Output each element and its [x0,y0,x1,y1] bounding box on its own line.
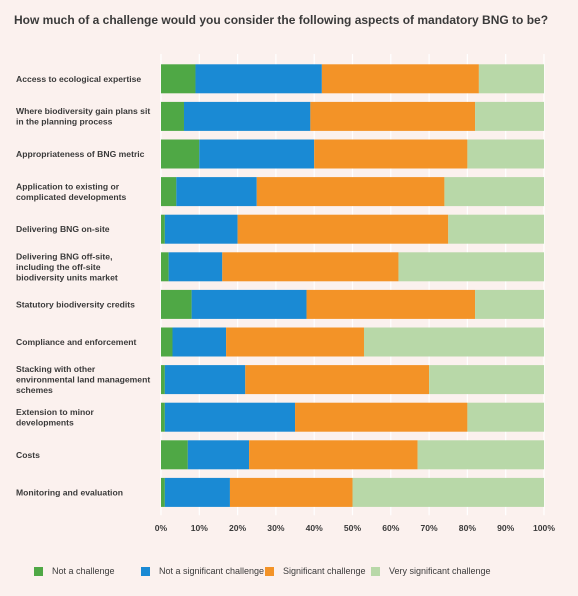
bar-segment [199,139,315,169]
category-label: Delivering BNG off-site, including the of… [16,251,118,282]
bar-segment [398,252,544,282]
bar-segment [161,365,165,395]
legend-swatch [34,566,43,576]
bar-segment [363,327,544,357]
legend-swatch [371,566,380,576]
bar-segment [245,365,430,395]
legend-item-not-a-challenge: Not a challenge [34,566,115,576]
bar-segment [229,477,353,507]
category-label: Appropriateness of BNG metric [16,149,145,159]
bar-segment [429,365,544,395]
x-tick-label: 40% [306,523,324,533]
bar-segment [226,327,364,357]
bar-segment [222,252,399,282]
x-tick-label: 20% [229,523,247,533]
bar-segment [321,64,479,94]
legend-item-not-a-significant-challenge: Not a significant challenge [141,566,264,576]
bar-segment [310,101,476,131]
legend-label: Not a challenge [52,566,115,576]
x-tick-label: 0% [155,523,168,533]
bar-segment [295,402,468,432]
x-tick-label: 80% [459,523,477,533]
category-label: Statutory biodiversity credits [16,299,135,309]
bar-segment [444,177,544,207]
bar-segment [172,327,227,357]
bar-segment [187,440,250,470]
bar-segment [161,101,184,131]
bar-segment [306,289,476,319]
bar-segment [183,101,311,131]
bar-segment [161,289,192,319]
bar-segment [256,177,445,207]
category-label: Compliance and enforcement [16,337,136,347]
legend-item-significant-challenge: Significant challenge [265,566,366,576]
chart-title: How much of a challenge would you consid… [14,13,549,27]
legend-label: Very significant challenge [389,566,491,576]
bar-segment [417,440,544,470]
bar-segment [195,64,322,94]
bar-segment [161,64,196,94]
bar-segment [478,64,544,94]
x-tick-label: 90% [497,523,515,533]
x-tick-label: 50% [344,523,362,533]
category-label: Delivering BNG on-site [16,224,110,234]
bar-segment [168,252,223,282]
bar-segment [161,327,173,357]
bar-segment [161,477,165,507]
bar-segment [161,177,177,207]
legend: Not a challenge Not a significant challe… [0,566,578,582]
bar-segment [467,139,544,169]
bar-segment [249,440,418,470]
bar-segment [352,477,544,507]
legend-item-very-significant-challenge: Very significant challenge [371,566,491,576]
bar-segment [161,440,188,470]
category-label: Monitoring and evaluation [16,487,123,497]
x-tick-label: 60% [382,523,400,533]
category-label: Stacking with other environmental land ma… [16,364,150,395]
x-tick-label: 100% [533,523,555,533]
x-tick-label: 10% [191,523,209,533]
category-label: Where biodiversity gain plans sit in the … [16,106,150,127]
category-label: Costs [16,450,40,460]
bar-segment [161,252,169,282]
bar-segment [164,402,296,432]
bar-segment [161,214,165,244]
legend-swatch [141,566,150,576]
x-tick-label: 70% [420,523,438,533]
bar-segment [164,477,230,507]
category-label: Application to existing or complicated de… [16,181,127,202]
bar-segment [475,289,544,319]
bar-segment [314,139,468,169]
bar-segment [176,177,257,207]
legend-label: Significant challenge [283,566,366,576]
category-label: Extension to minor developments [16,407,94,428]
bar-segment [475,101,544,131]
x-tick-label: 30% [267,523,285,533]
bar-segment [191,289,307,319]
legend-swatch [265,566,274,576]
bar-segment [448,214,544,244]
bar-segment [161,402,165,432]
legend-label: Not a significant challenge [159,566,265,576]
bar-segment [467,402,544,432]
category-label: Access to ecological expertise [16,74,141,84]
bar-segment [161,139,200,169]
bar-segment [164,214,238,244]
bar-segment [164,365,246,395]
bar-segment [237,214,449,244]
